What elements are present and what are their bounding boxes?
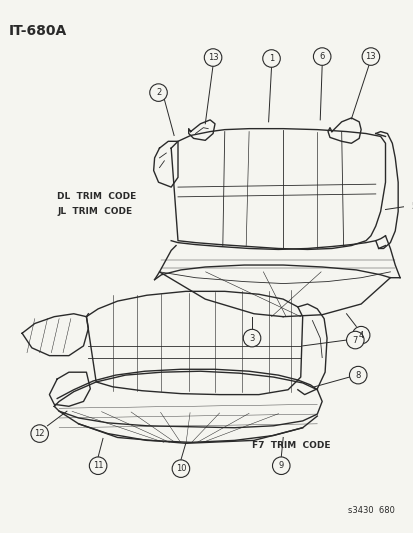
Text: 5: 5: [410, 202, 413, 211]
Circle shape: [243, 329, 260, 347]
Circle shape: [349, 366, 366, 384]
Text: 12: 12: [34, 429, 45, 438]
Text: 4: 4: [358, 330, 363, 340]
Circle shape: [262, 50, 280, 67]
Circle shape: [150, 84, 167, 101]
Circle shape: [351, 326, 369, 344]
Text: F7  TRIM  CODE: F7 TRIM CODE: [252, 441, 330, 450]
Circle shape: [89, 457, 107, 474]
Text: 10: 10: [175, 464, 186, 473]
Text: 1: 1: [268, 54, 273, 63]
Text: 7: 7: [352, 336, 357, 344]
Circle shape: [31, 425, 48, 442]
Text: 2: 2: [156, 88, 161, 97]
Text: 6: 6: [319, 52, 324, 61]
Circle shape: [313, 48, 330, 66]
Text: JL  TRIM  CODE: JL TRIM CODE: [57, 207, 132, 216]
Text: 11: 11: [93, 461, 103, 470]
Text: IT-680A: IT-680A: [9, 25, 66, 38]
Text: 13: 13: [365, 52, 375, 61]
Text: 8: 8: [355, 370, 360, 379]
Circle shape: [361, 48, 379, 66]
Text: 13: 13: [207, 53, 218, 62]
Circle shape: [272, 457, 290, 474]
Circle shape: [204, 49, 221, 66]
Text: 3: 3: [249, 334, 254, 343]
Circle shape: [172, 460, 189, 478]
Circle shape: [404, 198, 413, 215]
Text: 9: 9: [278, 461, 283, 470]
Text: DL  TRIM  CODE: DL TRIM CODE: [57, 192, 136, 201]
Text: s3430  680: s3430 680: [347, 506, 394, 515]
Circle shape: [346, 332, 363, 349]
